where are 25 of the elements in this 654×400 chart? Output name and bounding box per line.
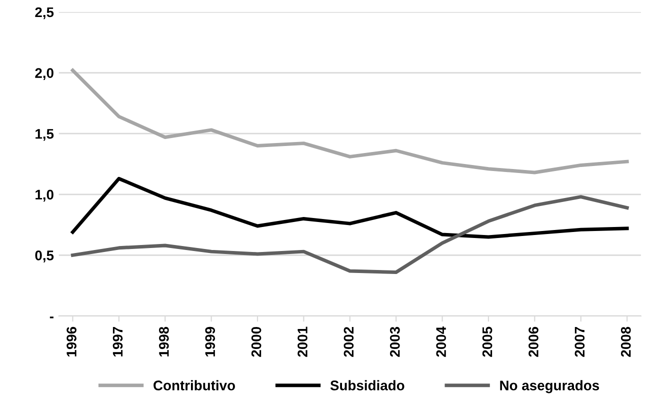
legend-label: Contributivo	[154, 380, 235, 390]
line-series	[70, 176, 629, 239]
legend-label: No asegurados	[500, 380, 600, 394]
x-tick-label: 1996	[66, 326, 76, 356]
y-tick-label: 1,0	[36, 190, 54, 202]
y-tick-label: 0,5	[35, 250, 54, 262]
y-tick-label: 2,5	[35, 7, 54, 20]
y-tick-label: 1,5	[36, 129, 54, 141]
y-tick-label: -	[50, 316, 54, 318]
x-tick-label: 2005	[482, 326, 492, 357]
line-series	[70, 195, 629, 274]
x-tick-label: 1998	[159, 326, 169, 356]
line-series	[70, 68, 629, 174]
legend-label: Subsidiado	[330, 380, 404, 390]
x-tick-label: 2007	[574, 327, 585, 357]
x-tick-label: 2002	[344, 326, 354, 357]
x-tick-label: 2008	[620, 326, 631, 357]
x-tick-label: 2006	[528, 326, 538, 357]
x-tick-label: 1999	[205, 326, 216, 356]
x-tick-label: 2001	[298, 326, 308, 357]
x-tick-label: 2003	[390, 326, 400, 357]
y-tick-label: 2,0	[35, 68, 54, 80]
x-tick-label: 2004	[436, 326, 446, 357]
x-tick-label: 2000	[251, 326, 262, 357]
x-tick-label: 1997	[112, 327, 123, 356]
